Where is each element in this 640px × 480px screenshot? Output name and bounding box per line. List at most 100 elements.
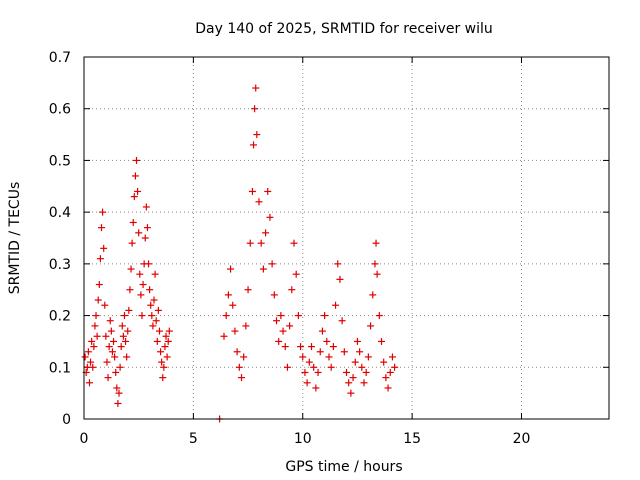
data-point	[264, 187, 272, 195]
y-tick-label: 0.7	[49, 50, 71, 66]
data-point	[312, 384, 320, 392]
data-point	[154, 306, 162, 314]
data-point	[155, 327, 163, 335]
data-point	[246, 239, 254, 247]
data-point	[125, 306, 133, 314]
data-point	[248, 187, 256, 195]
data-point	[273, 317, 280, 325]
data-point	[360, 379, 368, 387]
data-point	[129, 218, 137, 226]
data-point	[107, 327, 115, 335]
data-point	[150, 296, 158, 304]
data-point	[138, 312, 146, 320]
data-point	[371, 260, 379, 268]
data-point	[106, 317, 114, 325]
grid-lines	[84, 57, 609, 419]
data-point	[84, 348, 92, 356]
data-point	[277, 312, 285, 320]
x-tick-labels: 0 5 10 15 20	[80, 431, 531, 447]
data-point	[128, 239, 136, 247]
data-point	[161, 343, 169, 351]
y-tick-labels: 0 0.1 0.2 0.3 0.4 0.5 0.6 0.7	[49, 50, 71, 428]
data-point	[133, 156, 140, 164]
x-tick-label: 5	[189, 431, 198, 447]
data-point	[252, 84, 260, 92]
data-point	[257, 239, 265, 247]
data-point	[81, 353, 89, 361]
data-point	[94, 296, 102, 304]
data-point	[372, 239, 380, 247]
data-point	[126, 286, 134, 294]
data-point	[318, 327, 326, 335]
data-point	[378, 337, 385, 345]
data-point	[367, 322, 375, 330]
data-point	[386, 368, 394, 376]
data-point	[158, 358, 166, 366]
y-tick-label: 0.6	[49, 102, 71, 118]
data-point	[103, 358, 111, 366]
data-point	[90, 343, 98, 351]
data-point	[112, 368, 120, 376]
data-point	[349, 374, 357, 382]
data-point	[380, 358, 388, 366]
data-point	[113, 384, 121, 392]
data-point	[242, 322, 250, 330]
data-point	[119, 332, 127, 340]
data-point	[88, 337, 96, 345]
data-point	[143, 224, 151, 232]
data-point	[340, 348, 348, 356]
data-point	[270, 291, 278, 299]
data-point	[111, 353, 119, 361]
data-point	[301, 368, 309, 376]
data-point	[373, 270, 381, 278]
data-point	[362, 368, 370, 376]
x-tick-label: 0	[80, 431, 89, 447]
data-point	[123, 353, 131, 361]
data-point	[290, 239, 298, 247]
data-point	[268, 260, 276, 268]
data-point	[334, 260, 342, 268]
data-point	[292, 270, 300, 278]
data-point	[87, 358, 95, 366]
data-point	[117, 343, 125, 351]
data-point	[279, 327, 287, 335]
data-point	[99, 208, 107, 216]
data-point	[323, 337, 331, 345]
data-point	[336, 275, 344, 283]
data-point	[92, 312, 100, 320]
data-point	[297, 343, 305, 351]
data-point	[137, 291, 145, 299]
data-point	[347, 389, 355, 397]
data-point	[127, 265, 135, 273]
data-point	[104, 374, 112, 382]
data-point	[262, 229, 270, 237]
data-point	[120, 312, 128, 320]
data-point	[148, 312, 156, 320]
data-point	[338, 317, 346, 325]
data-point	[108, 348, 116, 356]
y-tick-label: 0.2	[49, 309, 71, 325]
data-point	[250, 141, 258, 149]
data-point	[222, 312, 230, 320]
x-axis-label: GPS time / hours	[285, 459, 402, 475]
data-point	[343, 368, 350, 376]
data-point	[101, 301, 109, 309]
data-point	[134, 187, 142, 195]
data-point	[305, 358, 313, 366]
data-point	[102, 332, 110, 340]
data-point	[384, 384, 392, 392]
data-point	[152, 317, 160, 325]
data-point	[308, 343, 315, 351]
data-point	[369, 291, 377, 299]
data-point	[233, 348, 241, 356]
data-point	[255, 198, 263, 206]
data-point	[345, 379, 353, 387]
data-point	[325, 353, 333, 361]
data-point	[353, 337, 361, 345]
data-point	[141, 234, 149, 242]
y-tick-label: 0.3	[49, 257, 71, 273]
data-point	[130, 193, 138, 201]
data-point	[253, 131, 261, 139]
